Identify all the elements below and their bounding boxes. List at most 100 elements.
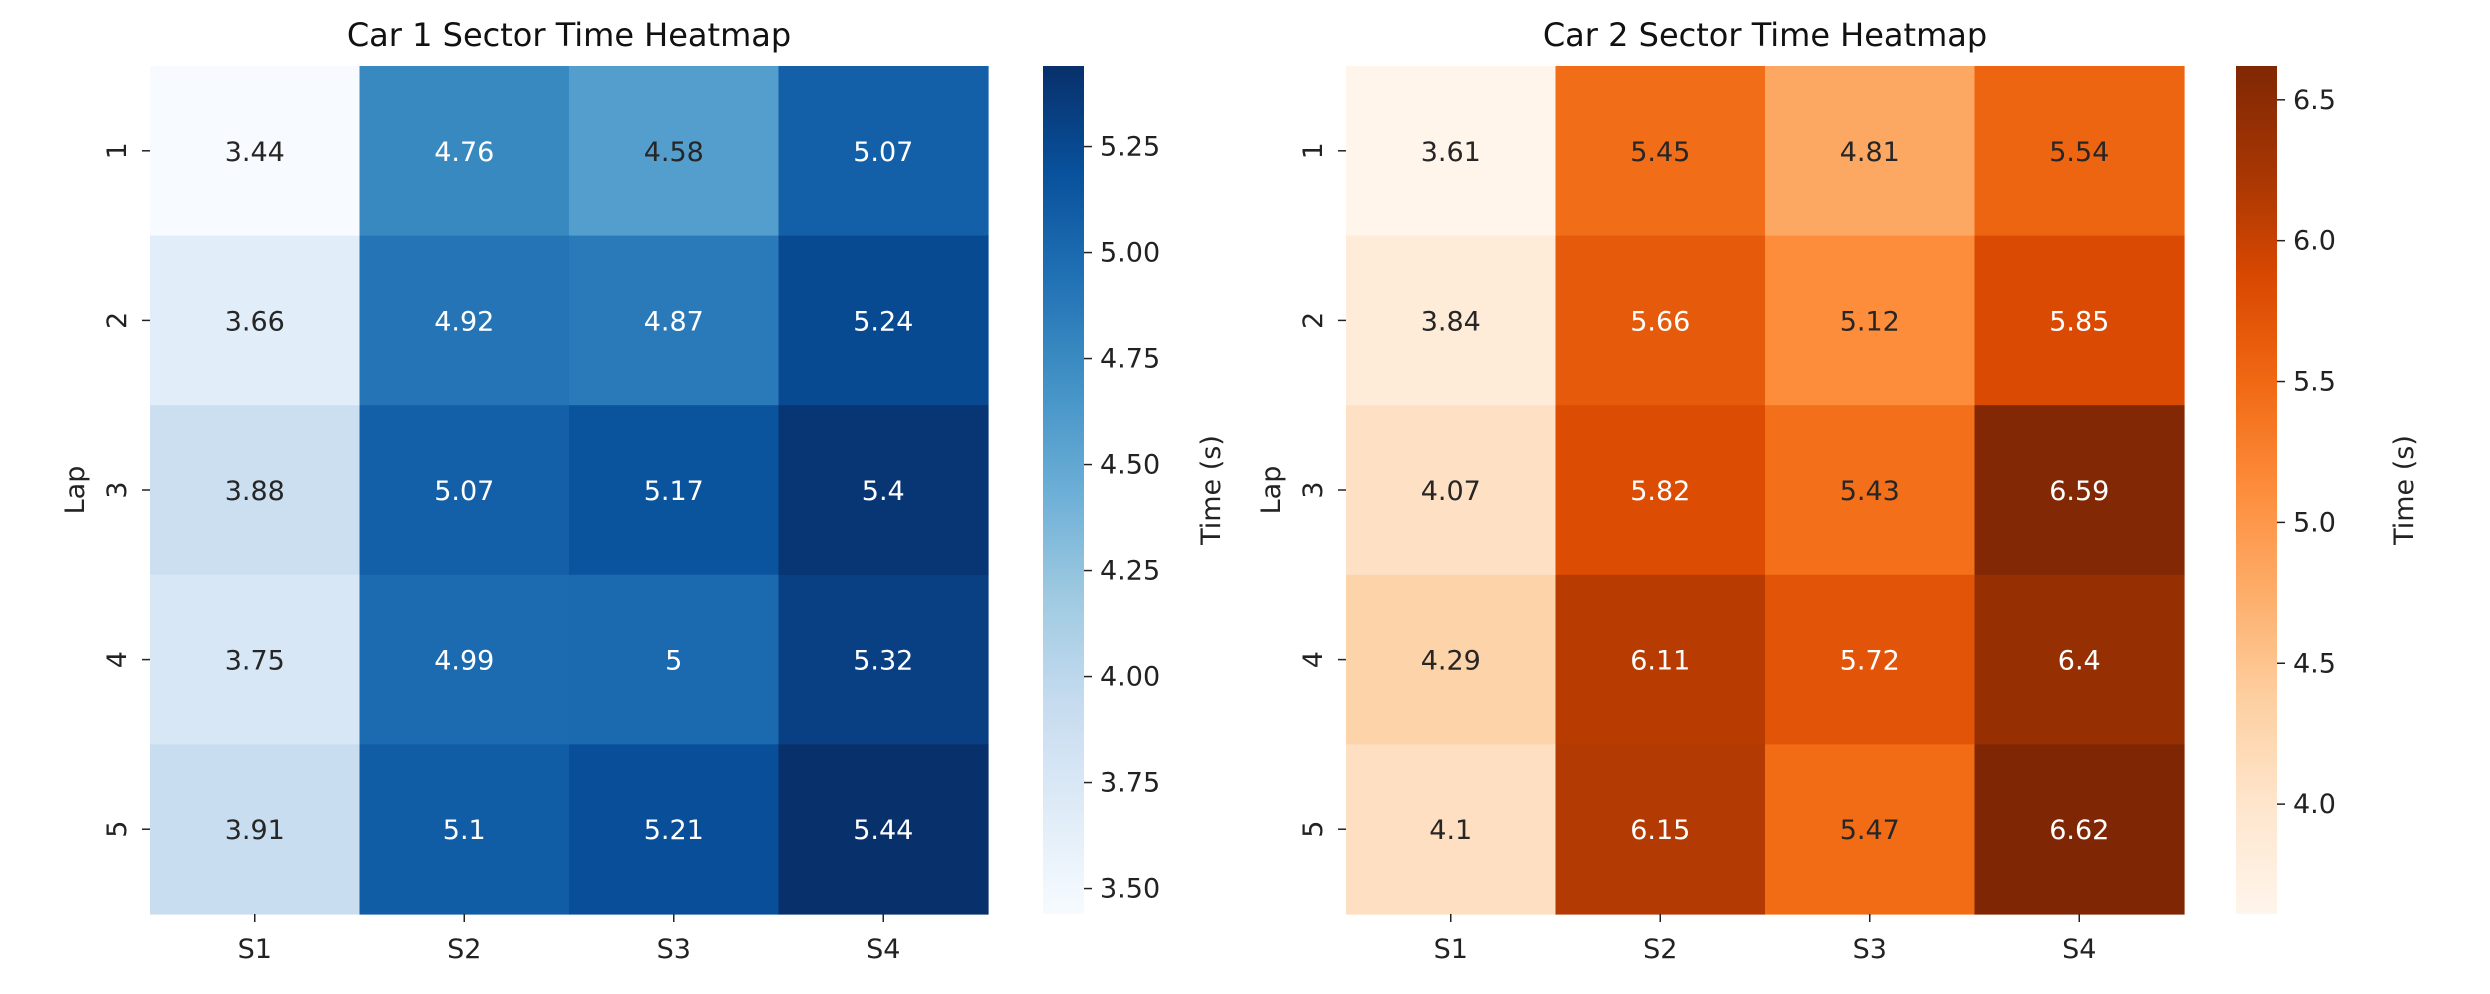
colorbar-tick-label: 4.5 xyxy=(2293,648,2336,679)
heatmap-cell xyxy=(1555,574,1766,745)
colorbar-tick-label: 5.5 xyxy=(2293,367,2336,398)
cell-value-label: 5 xyxy=(665,646,682,677)
heatmap-cell xyxy=(1974,235,2185,406)
heatmap-cell xyxy=(150,66,361,237)
cell-value-label: 4.92 xyxy=(434,306,494,337)
colorbar-tick-label: 5.25 xyxy=(1100,132,1160,163)
cell-value-label: 4.29 xyxy=(1421,646,1481,677)
cell-value-label: 3.88 xyxy=(225,476,285,507)
y-tick-label: 4 xyxy=(1298,651,1329,668)
colorbar xyxy=(1043,66,1084,914)
y-tick-label: 1 xyxy=(102,142,133,159)
heatmap-cell xyxy=(1346,235,1557,406)
heatmap-cell xyxy=(1974,744,2185,915)
y-tick-label: 1 xyxy=(1298,142,1329,159)
cell-value-label: 6.15 xyxy=(1630,815,1690,846)
heatmap-cell xyxy=(1765,405,1976,576)
cell-value-label: 5.44 xyxy=(853,815,913,846)
heatmap-cell xyxy=(569,574,780,745)
heatmap-cell xyxy=(1346,574,1557,745)
cell-value-label: 5.4 xyxy=(862,476,905,507)
heatmap-cell xyxy=(1555,744,1766,915)
y-tick-label: 5 xyxy=(1298,821,1329,838)
x-tick-label: S4 xyxy=(2062,934,2096,965)
heatmap-cell xyxy=(1765,574,1976,745)
colorbar-tick-label: 5.00 xyxy=(1100,238,1160,269)
heatmap-cell xyxy=(1765,235,1976,406)
cell-value-label: 5.66 xyxy=(1630,306,1690,337)
heatmap-cell xyxy=(1555,405,1766,576)
cell-value-label: 5.24 xyxy=(853,306,913,337)
x-tick-label: S2 xyxy=(447,934,481,965)
heatmap-panel-2: Car 2 Sector Time Heatmap 3.61 5.45 4.81 5.5… xyxy=(1256,16,2420,965)
colorbar-tick-label: 3.50 xyxy=(1100,874,1160,905)
cell-value-label: 4.76 xyxy=(434,137,494,168)
heatmap-cell xyxy=(1346,66,1557,237)
heatmap-cell xyxy=(150,744,361,915)
heatmap-cell xyxy=(569,235,780,406)
colorbar-tick-label: 4.0 xyxy=(2293,789,2336,820)
cell-value-label: 4.07 xyxy=(1421,476,1481,507)
cell-value-label: 6.4 xyxy=(2058,646,2101,677)
cell-value-label: 5.45 xyxy=(1630,137,1690,168)
heatmap-cell xyxy=(569,744,780,915)
colorbar-tick-label: 6.0 xyxy=(2293,226,2336,257)
cell-value-label: 5.82 xyxy=(1630,476,1690,507)
cell-value-label: 6.62 xyxy=(2049,815,2109,846)
heatmap-cell xyxy=(359,405,570,576)
heatmap-cell xyxy=(1346,744,1557,915)
colorbar-tick-label: 6.5 xyxy=(2293,85,2336,116)
x-tick-label: S3 xyxy=(657,934,691,965)
heatmap-cell xyxy=(778,66,989,237)
cell-value-label: 5.21 xyxy=(644,815,704,846)
heatmap-cell xyxy=(778,744,989,915)
heatmap-cell xyxy=(150,405,361,576)
cell-value-label: 5.1 xyxy=(443,815,486,846)
heatmap-cell xyxy=(1346,405,1557,576)
heatmap-cell xyxy=(359,744,570,915)
heatmap-panel-1: Car 1 Sector Time Heatmap 3.44 4.76 4.58 5.0… xyxy=(60,16,1227,965)
heatmap-cell xyxy=(1765,66,1976,237)
y-tick-label: 2 xyxy=(102,312,133,329)
colorbar-tick-label: 4.25 xyxy=(1100,556,1160,587)
colorbar-tick-label: 4.50 xyxy=(1100,450,1160,481)
cell-value-label: 3.91 xyxy=(225,815,285,846)
x-tick-label: S1 xyxy=(1434,934,1468,965)
y-axis-label: Lap xyxy=(60,466,91,515)
heatmap-cell xyxy=(569,66,780,237)
cell-value-label: 5.54 xyxy=(2049,137,2109,168)
cell-value-label: 4.99 xyxy=(434,646,494,677)
x-tick-label: S3 xyxy=(1853,934,1887,965)
heatmap-cell xyxy=(1974,66,2185,237)
colorbar-label: Time (s) xyxy=(1196,435,1227,546)
y-tick-label: 3 xyxy=(102,481,133,498)
y-tick-label: 5 xyxy=(102,821,133,838)
heatmap-cell xyxy=(778,405,989,576)
x-tick-label: S1 xyxy=(238,934,272,965)
heatmap-cell xyxy=(150,574,361,745)
y-axis-label: Lap xyxy=(1256,466,1287,515)
colorbar xyxy=(2236,66,2277,914)
heatmap-cell xyxy=(1974,574,2185,745)
cell-value-label: 5.07 xyxy=(434,476,494,507)
x-tick-label: S4 xyxy=(866,934,900,965)
cell-value-label: 4.87 xyxy=(644,306,704,337)
heatmap-cell xyxy=(1555,66,1766,237)
colorbar-label: Time (s) xyxy=(2389,435,2420,546)
cell-value-label: 5.47 xyxy=(1840,815,1900,846)
y-tick-label: 2 xyxy=(1298,312,1329,329)
cell-value-label: 5.43 xyxy=(1840,476,1900,507)
heatmap-cell xyxy=(359,66,570,237)
cell-value-label: 6.11 xyxy=(1630,646,1690,677)
y-tick-label: 3 xyxy=(1298,481,1329,498)
heatmap-cell xyxy=(778,574,989,745)
cell-value-label: 5.17 xyxy=(644,476,704,507)
heatmap-cell xyxy=(569,405,780,576)
heatmap-cell xyxy=(778,235,989,406)
heatmap-cell xyxy=(359,235,570,406)
heatmap-cell xyxy=(1765,744,1976,915)
cell-value-label: 5.12 xyxy=(1840,306,1900,337)
colorbar-tick-label: 4.75 xyxy=(1100,344,1160,375)
